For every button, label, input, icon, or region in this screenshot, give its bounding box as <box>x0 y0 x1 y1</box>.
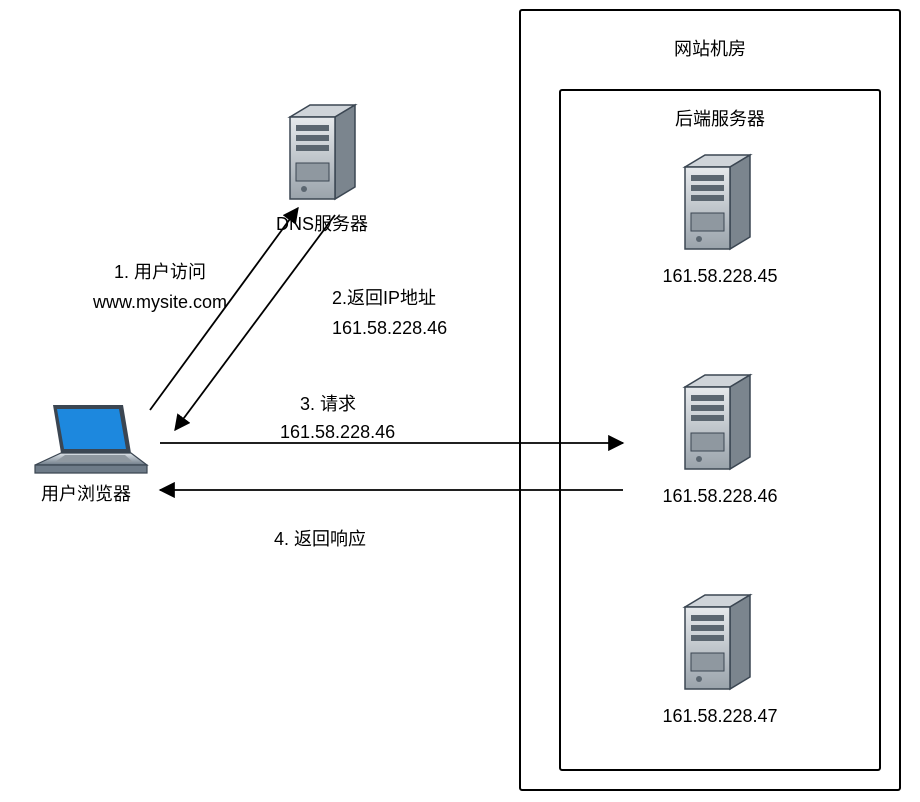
server-icon <box>685 155 750 249</box>
step1-label-b: www.mysite.com <box>92 292 227 312</box>
server-ip: 161.58.228.47 <box>662 706 777 726</box>
server-icon <box>685 595 750 689</box>
step2-label-a: 2.返回IP地址 <box>332 288 436 308</box>
step3-label-a: 3. 请求 <box>300 394 356 414</box>
step4-label: 4. 返回响应 <box>274 529 366 549</box>
server-ip: 161.58.228.45 <box>662 266 777 286</box>
laptop-icon <box>35 405 147 473</box>
step1-label-a: 1. 用户访问 <box>114 262 206 282</box>
server-icon <box>685 375 750 469</box>
server-ip: 161.58.228.46 <box>662 486 777 506</box>
datacenter-title: 网站机房 <box>674 39 746 59</box>
browser-label: 用户浏览器 <box>41 484 131 504</box>
step2-label-b: 161.58.228.46 <box>332 318 447 338</box>
backend-title: 后端服务器 <box>675 109 765 129</box>
step3-label-b: 161.58.228.46 <box>280 422 395 442</box>
dns-server-icon <box>290 105 355 199</box>
